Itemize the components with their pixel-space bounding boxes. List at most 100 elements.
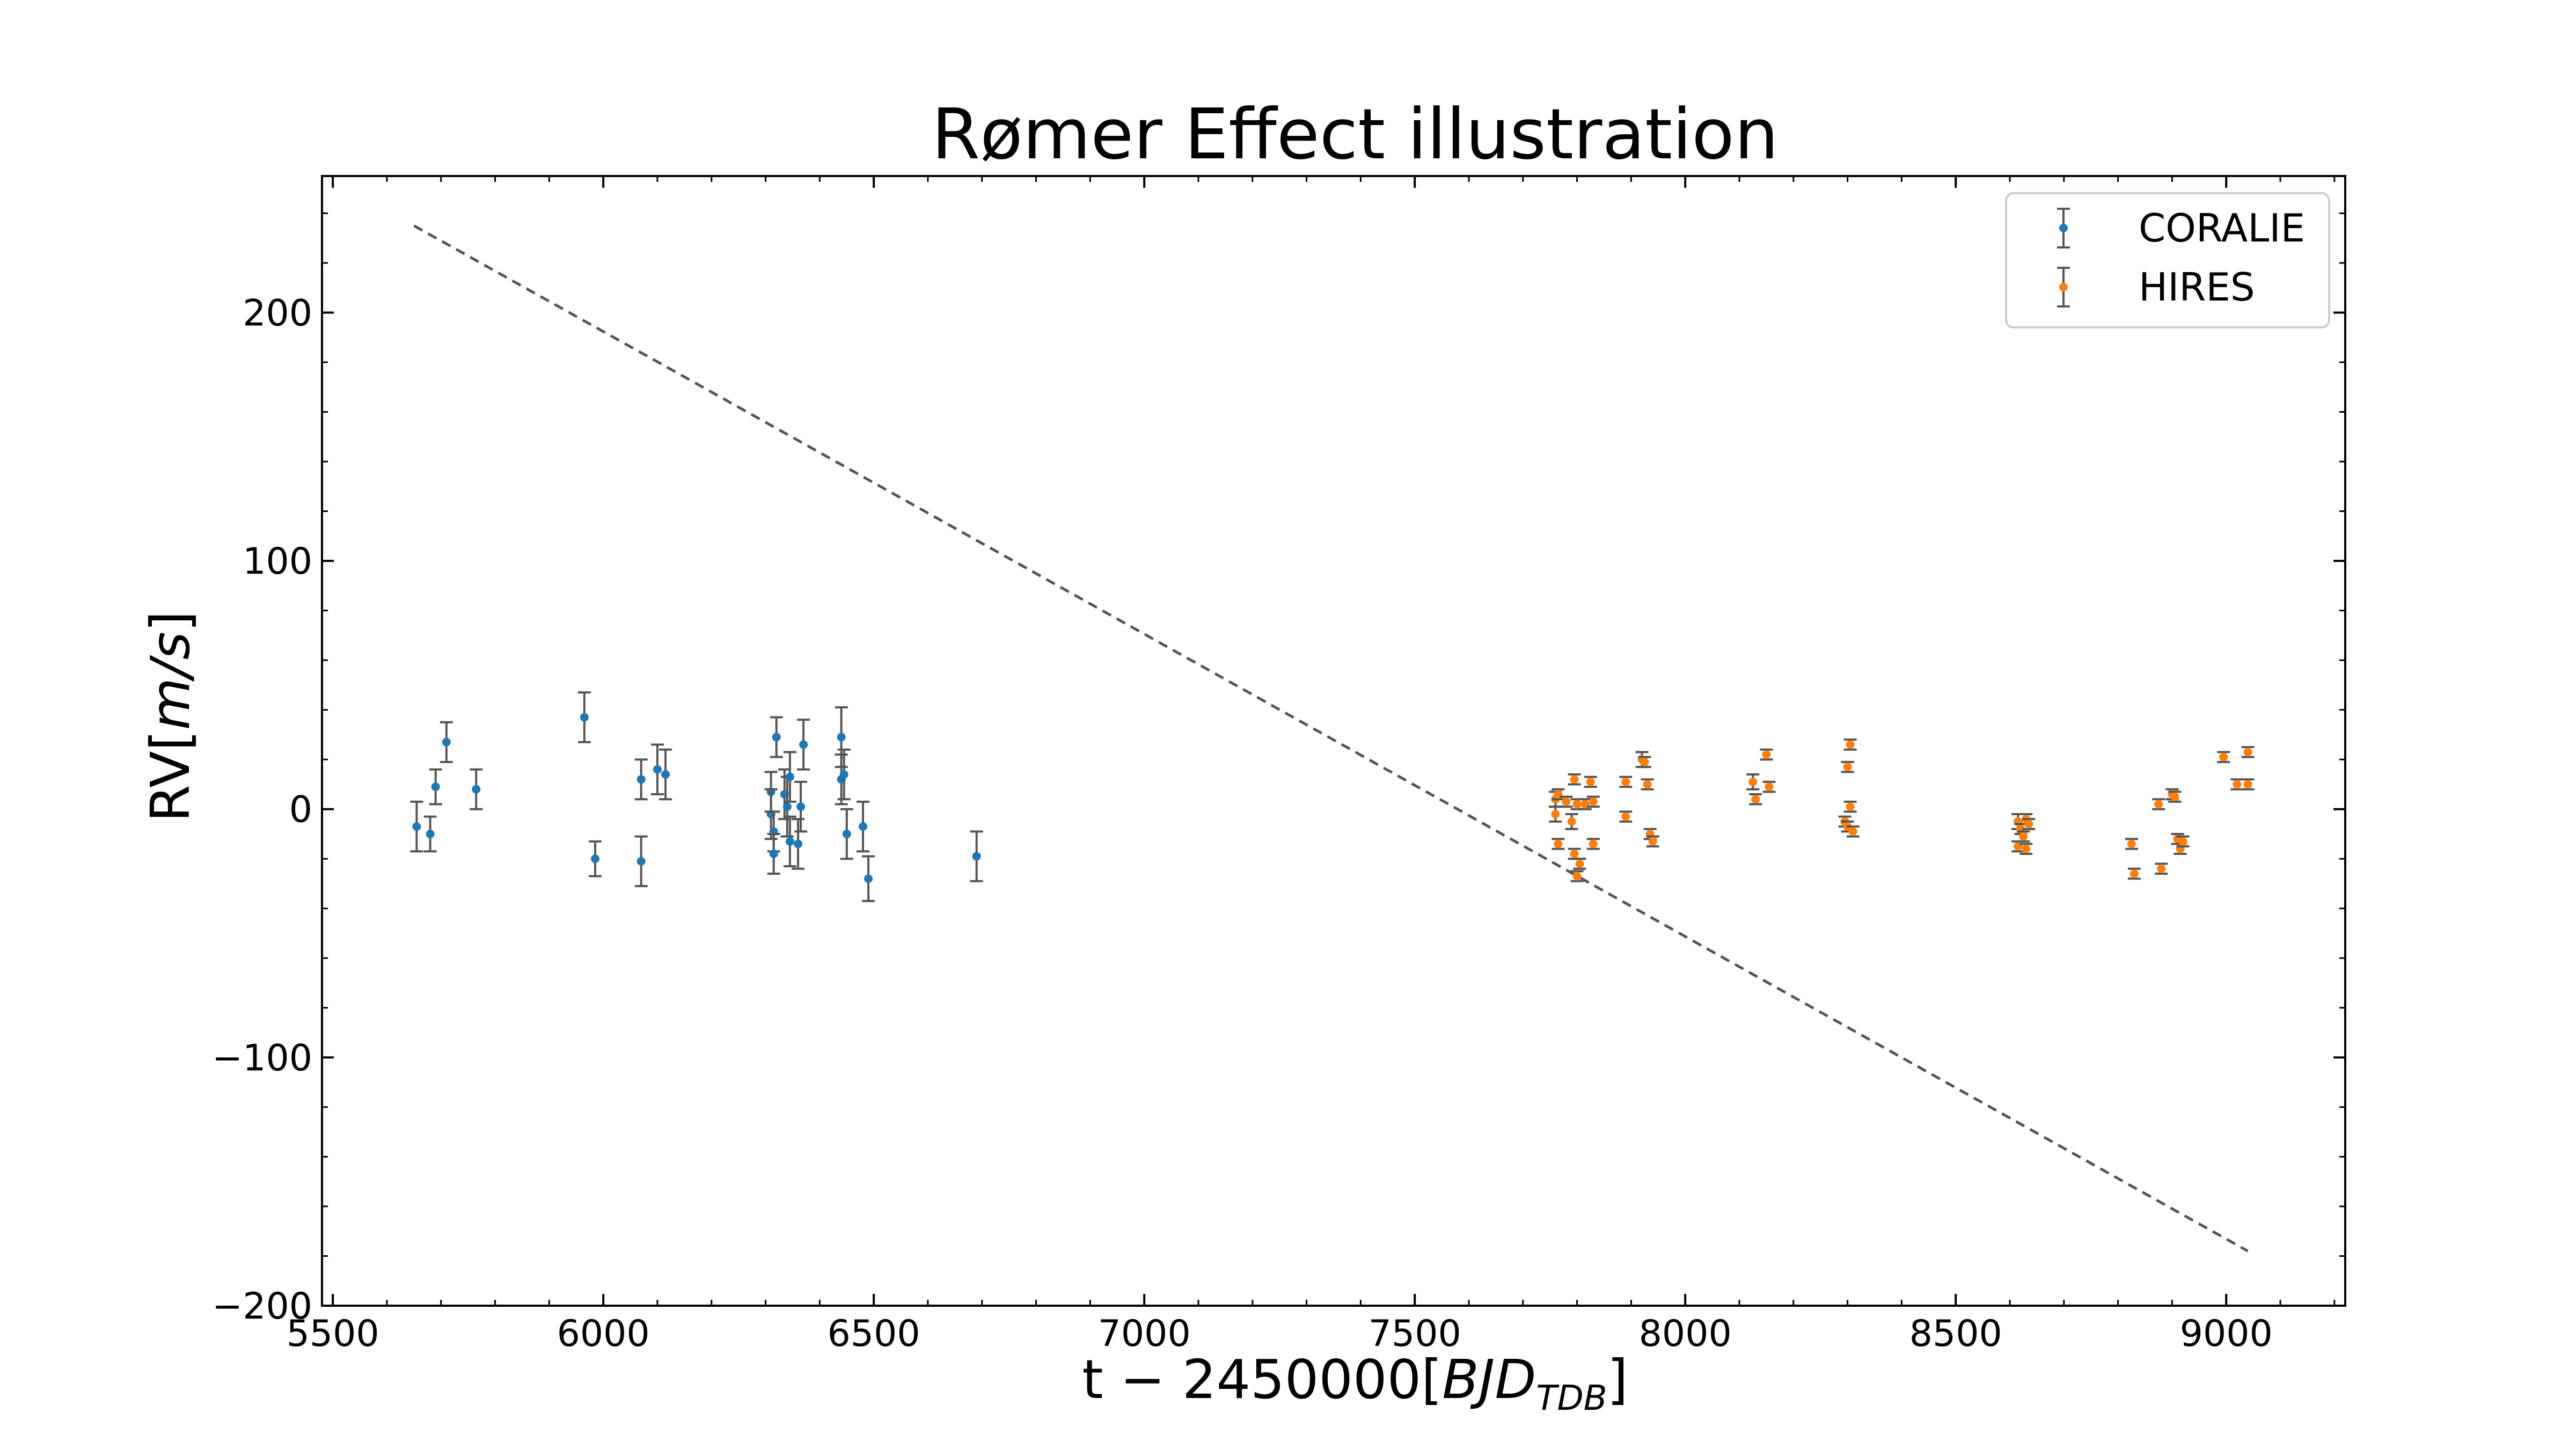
hires-point [2017,830,2030,843]
coralie-point [767,832,780,875]
coralie-marker [864,874,873,883]
coralie-point [837,748,851,801]
hires-point [1570,870,1584,882]
coralie-marker [782,802,792,811]
hires-marker [1551,809,1560,818]
hires-point [1586,838,1600,850]
coralie-point [410,800,423,853]
hires-marker [1570,850,1579,858]
coralie-marker [431,782,440,792]
hires-marker [1589,797,1598,806]
hires-point [1760,748,1773,761]
trend-line [413,224,2249,1253]
plot-area [410,224,2255,1253]
coralie-marker [785,772,794,781]
hires-marker [2219,752,2228,762]
hires-point [1549,806,1562,823]
hires-point [1841,760,1854,773]
hires-point [1586,795,1600,808]
coralie-marker [785,837,794,846]
legend-entry-hires: HIRES [2057,265,2255,310]
hires-point [1552,838,1565,850]
x-tick-label: 8000 [1639,1313,1732,1355]
hires-marker [1589,839,1598,848]
hires-marker [1554,839,1563,848]
hires-marker [1621,812,1630,821]
hires-point [2155,862,2168,875]
x-tick-label: 6000 [557,1313,650,1355]
coralie-marker [859,822,868,831]
coralie-point [780,775,794,838]
hires-point [1749,793,1762,806]
hires-marker [1748,777,1758,786]
hires-point [1573,858,1586,870]
hires-marker [1765,782,1774,792]
hires-marker [2127,839,2136,848]
hires-point [2230,778,2244,791]
y-tick-label: −200 [212,1285,312,1328]
legend-entry-coralie: CORALIE [2057,206,2305,251]
y-tick-label: −100 [212,1037,312,1079]
coralie-point [589,840,602,877]
coralie-marker [661,770,670,779]
x-tick-label: 5500 [287,1313,379,1355]
x-tick-label: 9000 [2180,1313,2273,1355]
coralie-point [970,830,983,882]
hires-marker [2022,844,2031,853]
coralie-point [423,815,437,853]
legend-label: HIRES [2139,265,2255,310]
hires-marker [1575,859,1584,868]
legend-marker [2059,224,2068,232]
coralie-marker [591,854,600,863]
coralie-marker [837,733,846,742]
hires-marker [1572,872,1582,881]
x-tick-label: 6500 [828,1313,920,1355]
x-tick-label: 7500 [1368,1313,1461,1355]
hires-point [1568,773,1581,786]
hires-marker [2170,792,2179,801]
hires-marker [1640,757,1649,766]
hires-point [1584,775,1597,788]
hires-point [1843,800,1857,813]
axes: 5500 6000 6500 7000 7500 8000 8500 9000 −200 −100… [212,176,2345,1355]
coralie-point [783,815,796,868]
hires-marker [1751,795,1760,804]
hires-marker [2243,780,2252,789]
hires-marker [1562,797,1571,806]
hires-point [2168,791,2182,803]
hires-marker [2157,864,2166,873]
hires-marker [2243,748,2252,757]
hires-marker [1643,780,1652,789]
coralie-marker [472,785,481,794]
hires-marker [1567,817,1576,826]
hires-point [1746,773,1760,791]
coralie-point [634,835,648,888]
coralie-marker [653,765,662,774]
coralie-point [840,808,853,860]
coralie-marker [442,737,451,747]
hires-marker [2233,780,2242,789]
hires-marker [1848,827,1857,836]
hires-point [2241,778,2255,791]
coralie-point [835,706,848,769]
y-tick-label: 100 [243,540,312,583]
hires-marker [1648,837,1657,846]
coralie-marker [636,775,646,784]
coralie-marker [839,770,848,779]
coralie-marker [972,852,981,861]
coralie-point [650,743,664,795]
hires-marker [1846,802,1855,811]
coralie-marker [772,733,781,742]
hires-point [1638,756,1651,769]
coralie-marker [426,829,435,838]
hires-marker [1843,763,1852,772]
plot-frame [321,175,2346,1307]
coralie-point [794,780,808,833]
coralie-point [577,691,591,743]
chart-title: Rømer Effect illustration [932,93,1779,175]
hires-marker [2178,837,2187,846]
hires-point [1843,738,1857,751]
hires-point [2217,751,2230,763]
coralie-point [429,768,442,806]
hires-marker [2129,869,2139,879]
